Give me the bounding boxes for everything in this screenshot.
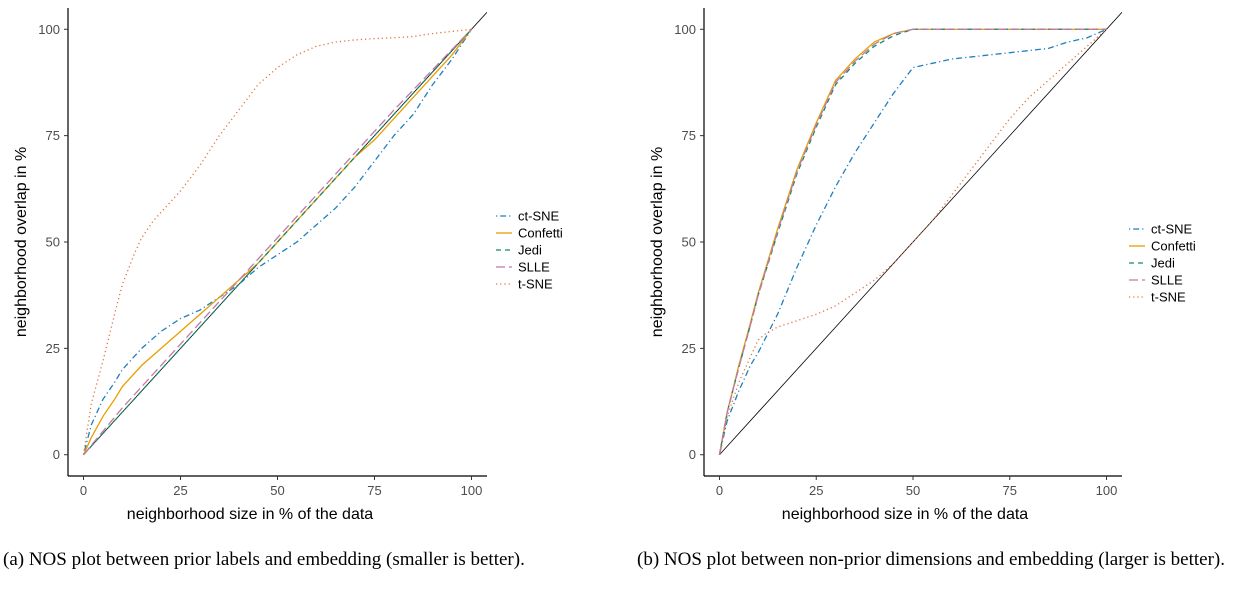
chart-panel-a: 0 25 50 75 100 0 25 50 75 100 neighborhood size in… <box>13 8 563 523</box>
x-tick-label: 75 <box>1003 483 1017 498</box>
series-line-t-sne <box>718 28 1107 455</box>
caption-b: (b) NOS plot between non-prior dimension… <box>637 549 1225 570</box>
y-axis-title: neighborhood overlap in % <box>649 147 666 337</box>
y-tick-label: 75 <box>46 128 60 143</box>
y-tick-label: 25 <box>682 341 696 356</box>
chart-panel-b: 0 25 50 75 100 0 25 50 75 100 neighborhood size in… <box>649 8 1196 523</box>
y-tick-label: 100 <box>674 22 696 37</box>
x-tick-label: 0 <box>716 483 723 498</box>
y-tick-label: 0 <box>689 447 696 462</box>
x-axis-title: neighborhood size in % of the data <box>127 506 374 523</box>
y-tick-label: 25 <box>46 341 60 356</box>
y-axis-title: neighborhood overlap in % <box>13 147 30 337</box>
legend-label: Jedi <box>518 243 542 258</box>
y-tick-label: 50 <box>682 235 696 250</box>
x-tick-label: 50 <box>270 483 284 498</box>
legend-label: t-SNE <box>1151 290 1186 305</box>
series-line-confetti <box>82 28 472 455</box>
series-line-ct-sne <box>718 28 1107 455</box>
x-axis-title: neighborhood size in % of the data <box>782 506 1029 523</box>
series-line-jedi <box>718 28 1107 455</box>
y-tick-label: 50 <box>46 235 60 250</box>
legend-label: Jedi <box>1151 256 1175 271</box>
series-line-slle <box>83 28 472 456</box>
x-tick-label: 0 <box>80 483 87 498</box>
y-tick-label: 100 <box>38 22 60 37</box>
legend-label: ct-SNE <box>518 209 560 224</box>
legend-label: t-SNE <box>518 277 553 292</box>
legend-label: Confetti <box>518 226 563 241</box>
legend: ct-SNE Confetti Jedi SLLE t-SNE <box>496 209 563 292</box>
legend-label: Confetti <box>1151 239 1196 254</box>
figure-canvas: 0 25 50 75 100 0 25 50 75 100 neighborhood size in… <box>13 8 1196 523</box>
legend-label: SLLE <box>1151 273 1183 288</box>
x-tick-label: 25 <box>173 483 187 498</box>
caption-a: (a) NOS plot between prior labels and em… <box>3 549 525 570</box>
legend: ct-SNE Confetti Jedi SLLE t-SNE <box>1129 222 1196 305</box>
x-tick-label: 25 <box>809 483 823 498</box>
legend-label: SLLE <box>518 260 550 275</box>
series-line-jedi <box>83 28 472 456</box>
x-tick-label: 50 <box>906 483 920 498</box>
y-tick-label: 0 <box>53 447 60 462</box>
x-tick-label: 100 <box>1096 483 1118 498</box>
x-tick-label: 100 <box>461 483 483 498</box>
legend-label: ct-SNE <box>1151 222 1193 237</box>
y-tick-label: 75 <box>682 128 696 143</box>
x-tick-label: 75 <box>367 483 381 498</box>
series-line-slle <box>718 28 1107 455</box>
